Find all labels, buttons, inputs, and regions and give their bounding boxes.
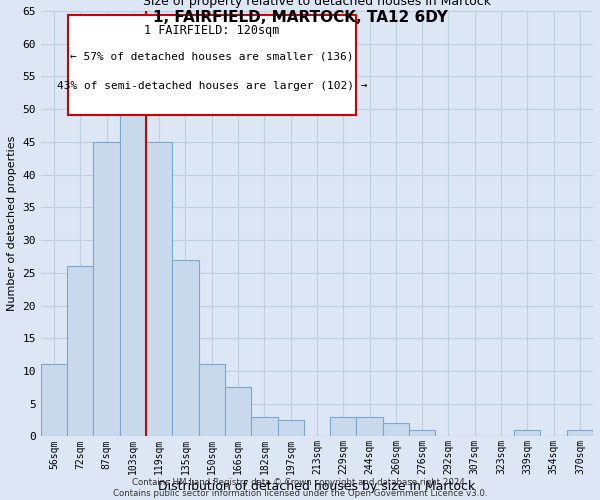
Bar	[41, 364, 67, 436]
Text: Contains HM Land Registry data © Crown copyright and database right 2024.
Contai: Contains HM Land Registry data © Crown c…	[113, 478, 487, 498]
Text: 1 FAIRFIELD: 120sqm: 1 FAIRFIELD: 120sqm	[145, 24, 280, 36]
Bar	[278, 420, 304, 436]
Title: Size of property relative to detached houses in Martock: Size of property relative to detached ho…	[143, 0, 491, 8]
Bar	[514, 430, 541, 436]
X-axis label: Distribution of detached houses by size in Martock: Distribution of detached houses by size …	[158, 480, 476, 493]
Bar	[172, 260, 199, 436]
Bar	[67, 266, 94, 436]
Bar	[94, 142, 120, 436]
Bar	[567, 430, 593, 436]
Bar	[409, 430, 435, 436]
Text: 43% of semi-detached houses are larger (102) →: 43% of semi-detached houses are larger (…	[57, 81, 367, 91]
FancyBboxPatch shape	[68, 15, 356, 115]
Text: ← 57% of detached houses are smaller (136): ← 57% of detached houses are smaller (13…	[70, 52, 354, 62]
Text: 1, FAIRFIELD, MARTOCK, TA12 6DY: 1, FAIRFIELD, MARTOCK, TA12 6DY	[152, 10, 448, 25]
Bar	[356, 417, 383, 436]
Bar	[383, 424, 409, 436]
Bar	[120, 83, 146, 436]
Bar	[225, 388, 251, 436]
Bar	[330, 417, 356, 436]
Y-axis label: Number of detached properties: Number of detached properties	[7, 136, 17, 312]
Bar	[146, 142, 172, 436]
Bar	[199, 364, 225, 436]
Bar	[251, 417, 278, 436]
